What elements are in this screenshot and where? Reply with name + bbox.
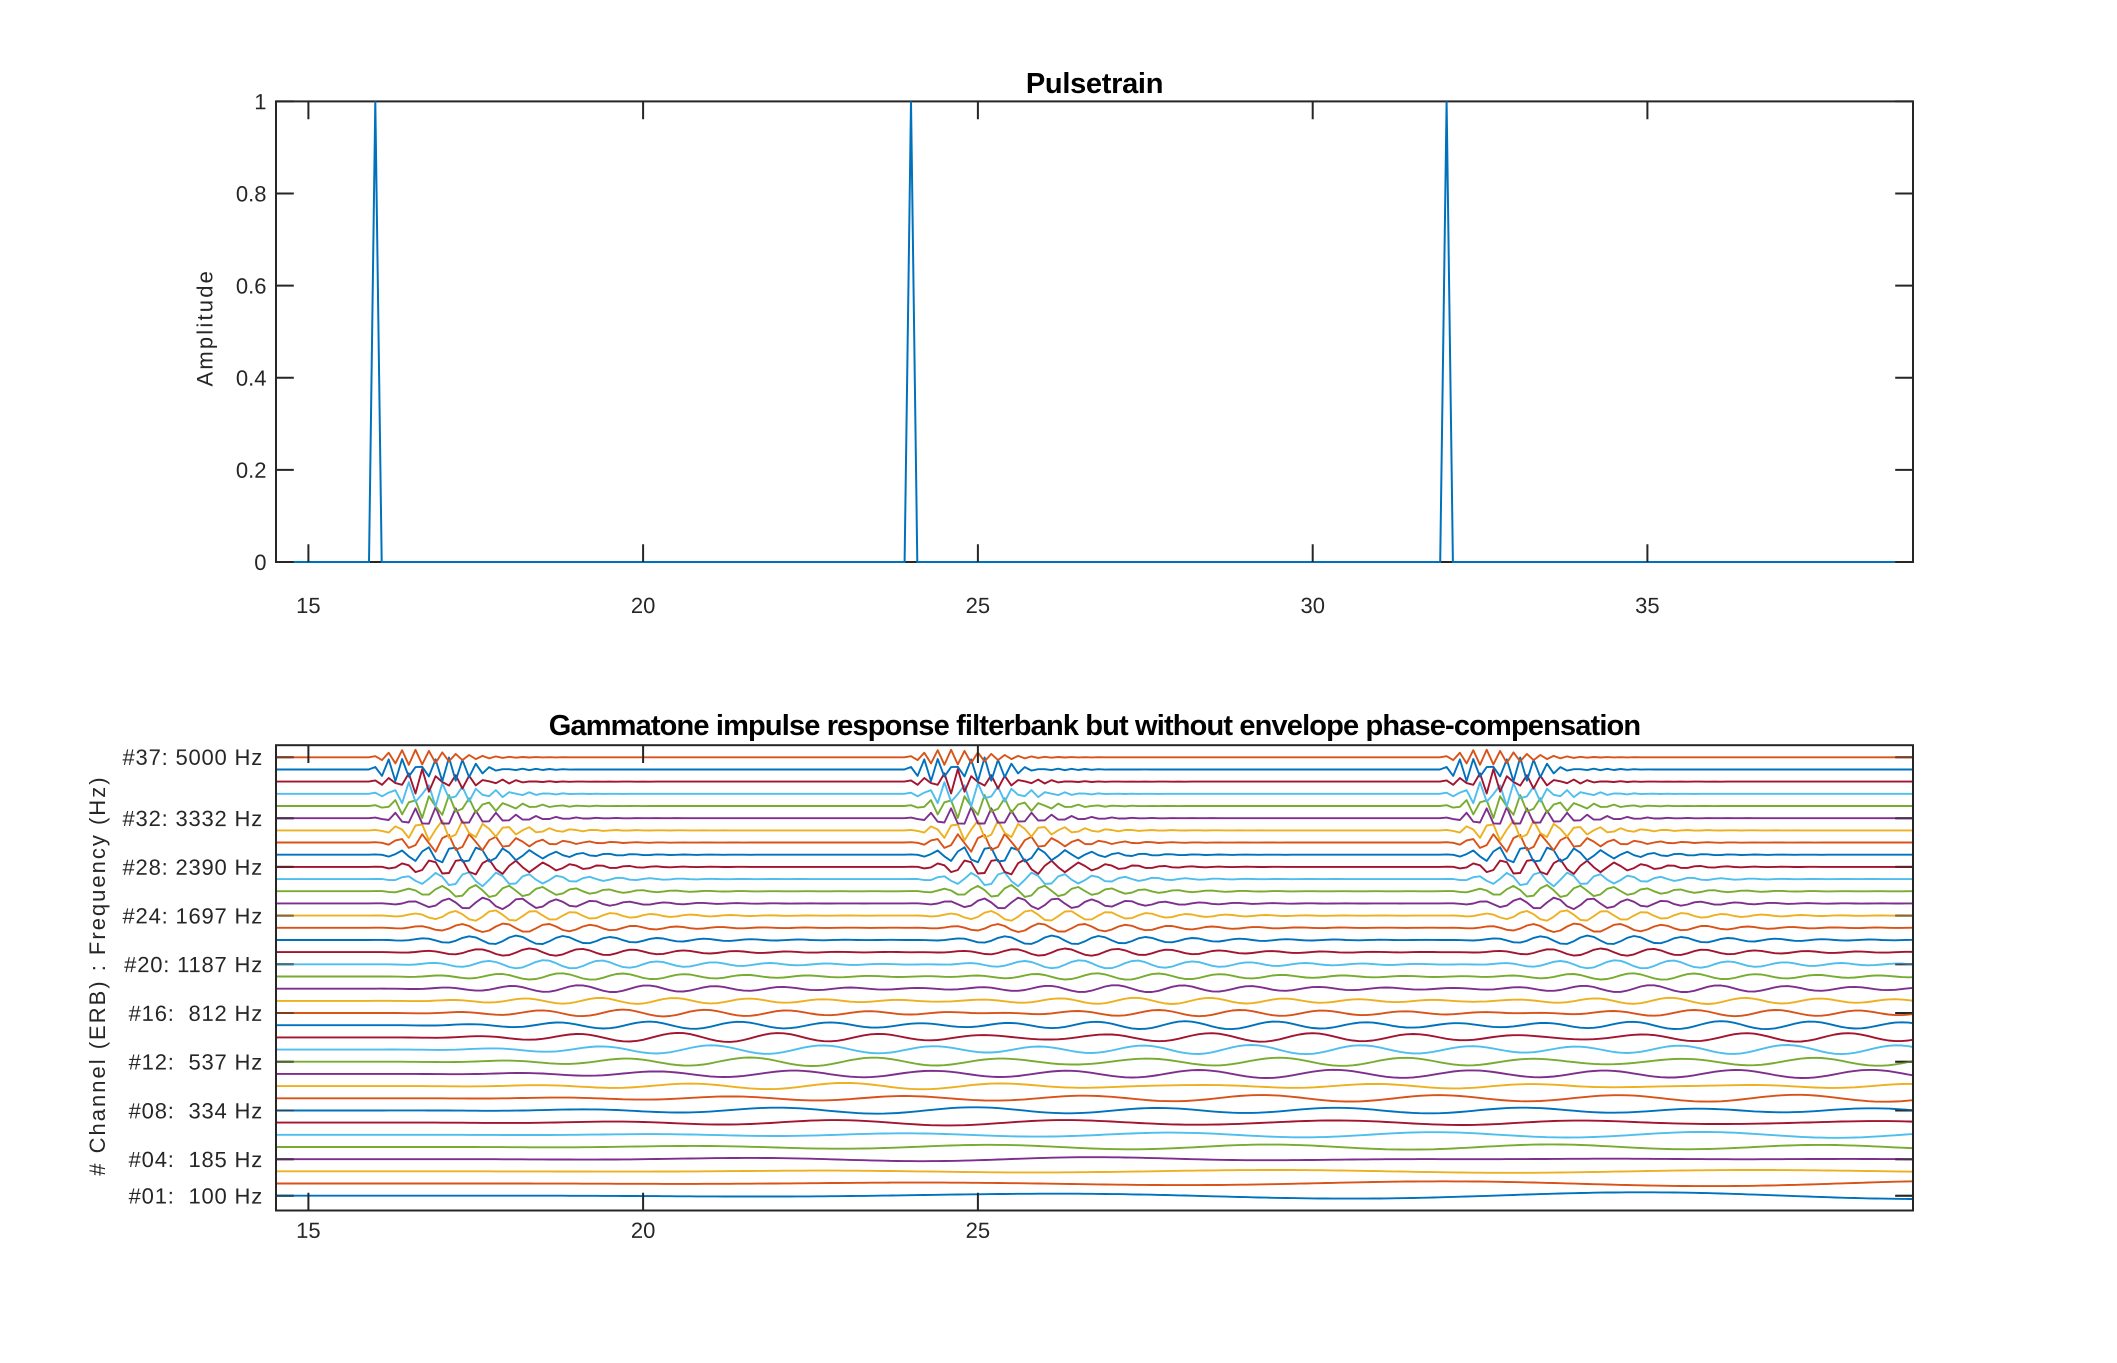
svg-text:#16: 812 Hz: #16: 812 Hz: [129, 1001, 263, 1026]
svg-text:#32: 3332 Hz: #32: 3332 Hz: [123, 806, 263, 831]
svg-text:15: 15: [296, 1218, 320, 1243]
svg-text:15: 15: [296, 593, 320, 618]
svg-text:#04: 185 Hz: #04: 185 Hz: [129, 1147, 263, 1172]
svg-text:1: 1: [254, 89, 266, 114]
svg-text:#08: 334 Hz: #08: 334 Hz: [129, 1098, 263, 1123]
svg-text:0.6: 0.6: [236, 273, 267, 298]
svg-text:#28: 2390 Hz: #28: 2390 Hz: [123, 855, 263, 880]
svg-text:20: 20: [631, 593, 655, 618]
svg-text:0: 0: [254, 550, 266, 575]
svg-text:Amplitude: Amplitude: [193, 269, 218, 387]
svg-text:#12: 537 Hz: #12: 537 Hz: [129, 1050, 263, 1075]
svg-text:# Channel (ERB) : Frequency (H: # Channel (ERB) : Frequency (Hz): [85, 775, 110, 1175]
svg-text:#24: 1697 Hz: #24: 1697 Hz: [123, 903, 263, 928]
svg-text:30: 30: [1300, 593, 1324, 618]
svg-text:Pulsetrain: Pulsetrain: [1026, 68, 1163, 100]
svg-text:20: 20: [631, 1218, 655, 1243]
svg-text:#37: 5000 Hz: #37: 5000 Hz: [123, 745, 263, 770]
svg-text:0.4: 0.4: [236, 366, 267, 391]
svg-text:#01: 100 Hz: #01: 100 Hz: [129, 1184, 263, 1209]
svg-text:35: 35: [1635, 593, 1659, 618]
svg-text:Gammatone impulse response fil: Gammatone impulse response filterbank bu…: [549, 710, 1641, 742]
svg-text:0.2: 0.2: [236, 458, 267, 483]
svg-text:0.8: 0.8: [236, 181, 267, 206]
svg-text:25: 25: [966, 1218, 990, 1243]
svg-text:#20: 1187 Hz: #20: 1187 Hz: [124, 952, 263, 977]
svg-text:25: 25: [966, 593, 990, 618]
